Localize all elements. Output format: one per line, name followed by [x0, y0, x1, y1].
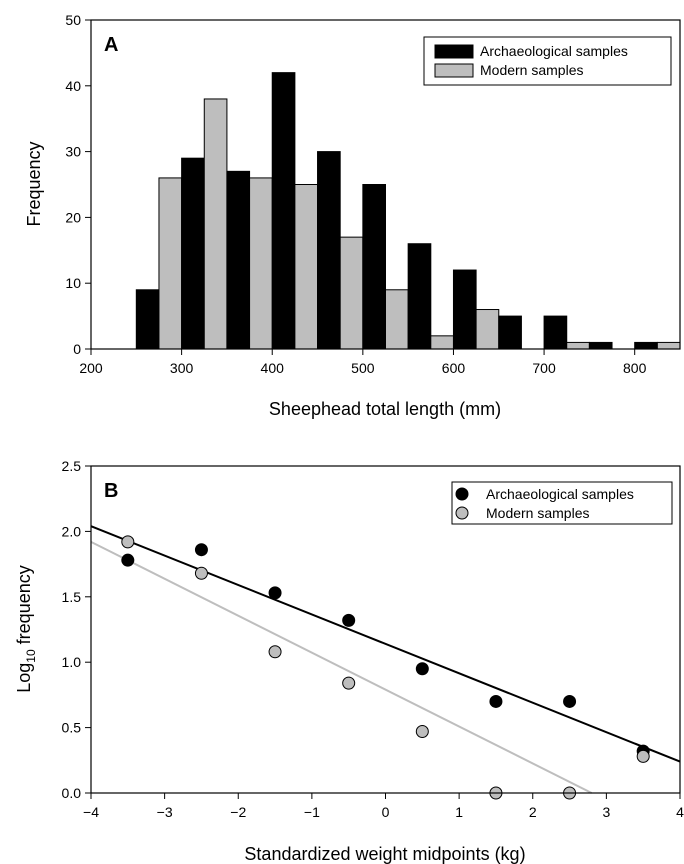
- x-tick-label: −3: [157, 804, 173, 820]
- legend-swatch-modern: [435, 64, 473, 77]
- bar: [635, 342, 658, 349]
- panel-b-scatter-chart: −4 −3 −2 −1 0 1 2 3 4 0.0 0.5 1.0 1.5 2.0 2.5 B Archae…: [14, 458, 684, 864]
- y-tick-label: 2.5: [62, 458, 82, 474]
- x-tick-label: 400: [261, 360, 285, 376]
- bar: [182, 158, 205, 349]
- x-tick-label: 1: [455, 804, 463, 820]
- panel-a-label: A: [104, 34, 118, 56]
- bar: [499, 316, 522, 349]
- fit-line: [91, 542, 592, 793]
- data-point: [122, 554, 134, 566]
- bar: [431, 336, 454, 349]
- bar: [363, 185, 386, 350]
- panel-b-legend: Archaeological samples Modern samples: [452, 482, 672, 524]
- y-title-rest: frequency: [14, 565, 34, 649]
- panel-a-y-axis-title: Frequency: [24, 141, 44, 226]
- bar: [272, 73, 295, 349]
- data-point: [269, 646, 281, 658]
- x-tick-label: 0: [382, 804, 390, 820]
- bar: [386, 290, 409, 349]
- bar: [408, 244, 431, 349]
- y-tick-label: 50: [65, 12, 81, 28]
- x-tick-label: 700: [532, 360, 556, 376]
- x-tick-label: 600: [442, 360, 466, 376]
- x-tick-label: 4: [676, 804, 684, 820]
- bar: [544, 316, 567, 349]
- bar: [453, 270, 476, 349]
- x-tick-label: −4: [83, 804, 99, 820]
- data-point: [564, 695, 576, 707]
- bar: [136, 290, 159, 349]
- bar: [159, 178, 182, 349]
- data-point: [269, 587, 281, 599]
- data-point: [416, 663, 428, 675]
- bar: [250, 178, 273, 349]
- fit-line: [91, 526, 680, 761]
- data-point: [343, 614, 355, 626]
- x-tick-label: −1: [304, 804, 320, 820]
- panel-a-bars: [136, 73, 680, 349]
- y-title-log: Log: [14, 663, 34, 693]
- y-tick-label: 1.5: [62, 589, 82, 605]
- legend-label-modern: Modern samples: [486, 505, 590, 521]
- bar: [340, 237, 363, 349]
- bar: [589, 342, 612, 349]
- panel-b-points: [122, 536, 649, 799]
- legend-swatch-archaeological: [435, 45, 473, 58]
- data-point: [195, 567, 207, 579]
- data-point: [637, 750, 649, 762]
- y-title-subscript: 10: [24, 649, 38, 663]
- panel-a-bar-chart: 200 300 400 500 600 700 800 0 10 20 30 40 50 A Archa…: [24, 12, 680, 419]
- legend-label-modern: Modern samples: [480, 62, 584, 78]
- panel-b-fit-lines: [91, 526, 680, 793]
- y-tick-label: 30: [65, 144, 81, 160]
- legend-label-archaeological: Archaeological samples: [486, 486, 634, 502]
- bar: [295, 185, 318, 350]
- y-tick-label: 0: [73, 341, 81, 357]
- data-point: [195, 544, 207, 556]
- x-tick-label: 300: [170, 360, 194, 376]
- legend-marker-archaeological: [456, 488, 468, 500]
- panel-b-x-axis-title: Standardized weight midpoints (kg): [244, 844, 525, 864]
- data-point: [490, 695, 502, 707]
- data-point: [122, 536, 134, 548]
- bar: [476, 310, 499, 349]
- legend-label-archaeological: Archaeological samples: [480, 43, 628, 59]
- data-point: [416, 726, 428, 738]
- bar: [657, 342, 680, 349]
- bar: [567, 342, 590, 349]
- panel-b-y-axis-title: Log10 frequency: [14, 565, 38, 692]
- x-tick-label: 200: [79, 360, 103, 376]
- y-tick-label: 1.0: [62, 654, 82, 670]
- bar: [318, 152, 341, 349]
- bar: [227, 171, 250, 349]
- legend-marker-modern: [456, 507, 468, 519]
- y-tick-label: 20: [65, 209, 81, 225]
- panel-b-label: B: [104, 480, 118, 502]
- panel-a-legend: Archaeological samples Modern samples: [424, 37, 671, 85]
- y-tick-label: 40: [65, 78, 81, 94]
- panel-a-x-axis-title: Sheephead total length (mm): [269, 399, 501, 419]
- bar: [204, 99, 227, 349]
- y-tick-label: 0.0: [62, 785, 82, 801]
- x-tick-label: 2: [529, 804, 537, 820]
- y-tick-label: 2.0: [62, 523, 82, 539]
- y-tick-label: 10: [65, 275, 81, 291]
- x-tick-label: 3: [602, 804, 610, 820]
- data-point: [343, 677, 355, 689]
- y-tick-label: 0.5: [62, 720, 82, 736]
- x-tick-label: 500: [351, 360, 375, 376]
- x-tick-label: −2: [230, 804, 246, 820]
- x-tick-label: 800: [623, 360, 647, 376]
